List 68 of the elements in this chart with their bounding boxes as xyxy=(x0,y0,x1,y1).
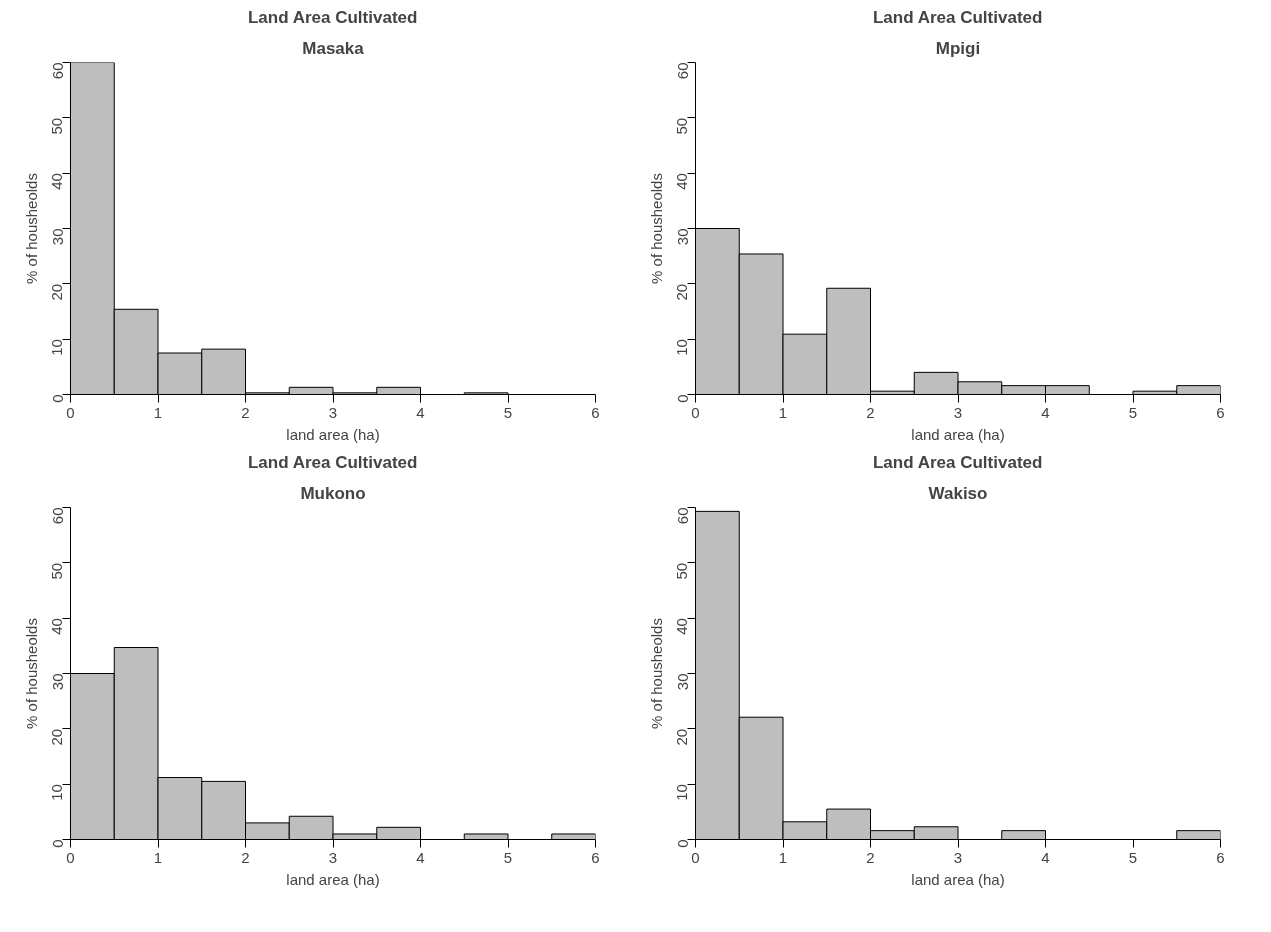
y-tick-label: 30 xyxy=(673,228,691,246)
y-tick-label: 60 xyxy=(48,62,66,80)
y-tick-label: 0 xyxy=(48,394,66,403)
y-axis-title: % of housheolds xyxy=(647,173,665,284)
y-tick-label: 40 xyxy=(48,173,66,190)
chart-subtitle: Wakiso xyxy=(928,483,988,503)
y-tick-label: 60 xyxy=(673,507,691,525)
chart-subtitle: Mukono xyxy=(300,483,366,503)
chart-title: Land Area Cultivated xyxy=(247,7,418,27)
y-axis-title: % of housheolds xyxy=(647,618,665,729)
x-axis-title: land area (ha) xyxy=(911,425,1005,443)
y-tick-label: 50 xyxy=(48,117,66,135)
y-tick-label: 40 xyxy=(673,618,691,635)
y-tick-label: 50 xyxy=(673,562,691,580)
x-tick-label: 5 xyxy=(1128,403,1138,421)
x-tick-label: 2 xyxy=(241,403,250,421)
y-tick-label: 0 xyxy=(673,839,691,848)
chart-subtitle: Masaka xyxy=(302,38,365,58)
y-tick-label: 20 xyxy=(48,728,66,746)
y-tick-label: 10 xyxy=(673,784,691,801)
y-tick-label: 40 xyxy=(48,618,66,635)
chart-title: Land Area Cultivated xyxy=(247,452,418,472)
y-tick-label: 60 xyxy=(48,507,66,525)
x-tick-label: 1 xyxy=(153,848,163,866)
x-tick-label: 4 xyxy=(1041,403,1050,421)
y-tick-label: 20 xyxy=(673,728,691,746)
chart-title: Land Area Cultivated xyxy=(872,7,1043,27)
y-tick-label: 60 xyxy=(673,62,691,80)
x-tick-label: 1 xyxy=(778,403,788,421)
x-tick-label: 6 xyxy=(1216,403,1225,421)
y-axis-title: % of housheolds xyxy=(22,173,40,284)
y-tick-label: 10 xyxy=(48,784,66,801)
x-tick-label: 4 xyxy=(416,848,425,866)
chart-subtitle: Mpigi xyxy=(935,38,981,58)
x-tick-label: 3 xyxy=(953,848,963,866)
x-tick-label: 2 xyxy=(241,848,250,866)
x-tick-label: 6 xyxy=(591,848,600,866)
x-tick-label: 5 xyxy=(1128,848,1138,866)
x-tick-label: 2 xyxy=(866,848,875,866)
y-tick-label: 20 xyxy=(673,283,691,301)
x-axis-title: land area (ha) xyxy=(286,870,380,888)
y-tick-label: 0 xyxy=(48,839,66,848)
y-tick-label: 10 xyxy=(48,339,66,356)
x-tick-label: 6 xyxy=(1216,848,1225,866)
y-tick-label: 50 xyxy=(673,117,691,135)
x-tick-label: 2 xyxy=(866,403,875,421)
y-tick-label: 0 xyxy=(673,394,691,403)
y-tick-label: 50 xyxy=(48,562,66,580)
x-tick-label: 1 xyxy=(778,848,788,866)
x-tick-label: 1 xyxy=(153,403,163,421)
x-tick-label: 3 xyxy=(328,403,338,421)
x-tick-label: 5 xyxy=(503,403,513,421)
y-tick-label: 10 xyxy=(673,339,691,356)
x-tick-label: 6 xyxy=(591,403,600,421)
y-tick-label: 40 xyxy=(673,173,691,190)
x-tick-label: 5 xyxy=(503,848,513,866)
chart-title: Land Area Cultivated xyxy=(872,452,1043,472)
x-axis-title: land area (ha) xyxy=(286,425,380,443)
x-tick-label: 3 xyxy=(328,848,338,866)
x-tick-label: 4 xyxy=(1041,848,1050,866)
y-tick-label: 20 xyxy=(48,283,66,301)
y-tick-label: 30 xyxy=(48,228,66,246)
y-axis-title: % of housheolds xyxy=(22,618,40,729)
x-tick-label: 3 xyxy=(953,403,963,421)
x-tick-label: 4 xyxy=(416,403,425,421)
x-axis-title: land area (ha) xyxy=(911,870,1005,888)
y-tick-label: 30 xyxy=(48,673,66,691)
y-tick-label: 30 xyxy=(673,673,691,691)
